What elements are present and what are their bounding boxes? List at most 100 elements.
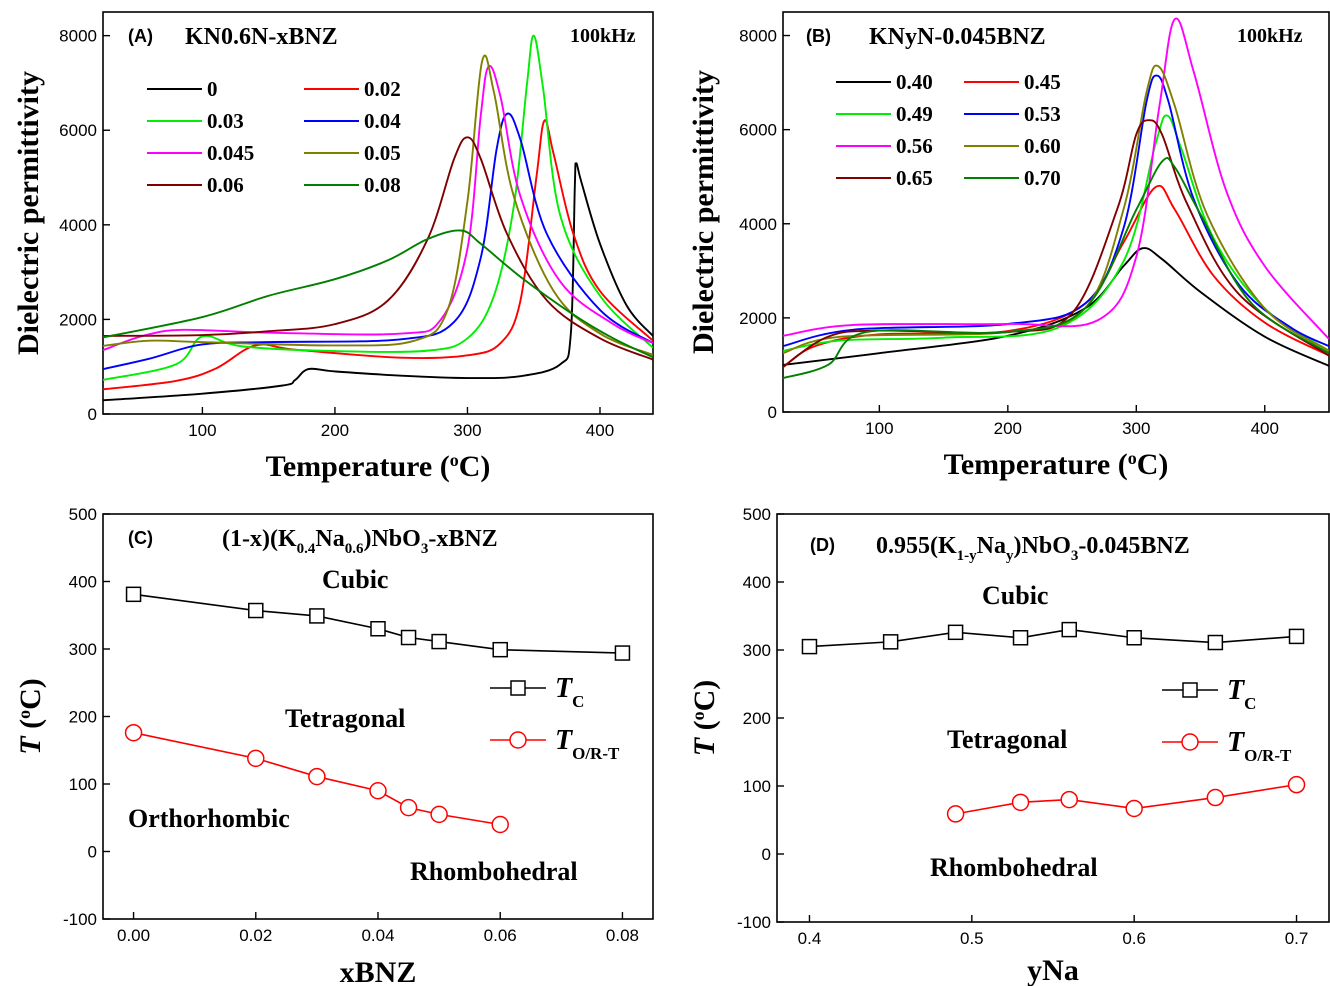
legend-label: 0 [207, 77, 218, 101]
legend-label: 0.45 [1024, 70, 1061, 94]
data-point-TC [125, 586, 142, 603]
panel-label: (D) [810, 535, 835, 555]
data-point-TC [1288, 628, 1305, 645]
legend-marker [509, 731, 527, 749]
y-tick-label: 8000 [739, 27, 777, 46]
y-axis-title: T (oC) [688, 680, 721, 756]
legend-label: 0.60 [1024, 134, 1061, 158]
data-point-TC [1061, 621, 1077, 638]
x-tick-label: 300 [1122, 419, 1150, 438]
chart-title: (1-x)(K0.4Na0.6)NbO3-xBNZ [222, 526, 498, 557]
legend-label: 0.40 [896, 70, 933, 94]
chart-title: KN0.6N-xBNZ [185, 24, 338, 50]
legend-label: 0.02 [364, 77, 401, 101]
phase-region-label: Tetragonal [947, 725, 1067, 754]
plot-frame [102, 11, 654, 415]
series-line-0.02 [103, 119, 653, 391]
legend-label: TO/R-T [1227, 727, 1292, 765]
series-line-0.40 [783, 247, 1329, 367]
y-axis-title: T (oC) [14, 678, 47, 754]
x-tick-label: 0.06 [484, 926, 517, 945]
y-tick-label: 8000 [59, 27, 97, 46]
data-point-TC [309, 608, 325, 624]
legend-label: 0.53 [1024, 102, 1061, 126]
y-tick-label: 200 [743, 709, 771, 728]
phase-region-label: Tetragonal [285, 704, 405, 733]
phase-region-label: Rhombohedral [410, 857, 578, 886]
frequency-annotation: 100kHz [570, 25, 636, 47]
legend-label: 0.70 [1024, 166, 1061, 190]
data-point-TO/R-T [491, 815, 509, 834]
series-line-0.53 [783, 74, 1329, 348]
y-tick-label: 500 [69, 505, 97, 524]
data-point-TC [1207, 634, 1224, 651]
data-point-TO/R-T [430, 805, 448, 824]
series-line-0.56 [783, 17, 1329, 340]
legend-label: 0.03 [207, 109, 244, 133]
y-tick-label: 500 [743, 505, 771, 524]
y-tick-label: 0 [768, 403, 777, 422]
series-line-TO/R-T [955, 783, 1297, 815]
x-axis-title: Temperature (oC) [266, 450, 491, 483]
data-point-TC [1126, 630, 1142, 646]
legend-label: TO/R-T [555, 725, 620, 763]
phase-region-label: Cubic [322, 565, 388, 594]
x-tick-label: 0.7 [1285, 929, 1309, 948]
data-point-TO/R-T [946, 805, 965, 823]
y-tick-label: 2000 [59, 310, 97, 329]
y-tick-label: 100 [69, 775, 97, 794]
series-line-0.05 [103, 54, 653, 356]
legend-label: TC [1227, 675, 1256, 713]
data-point-TC [614, 645, 631, 661]
legend-label: 0.65 [896, 166, 933, 190]
panel-label: (C) [128, 528, 153, 548]
chart-title: 0.955(K1-yNay)NbO3-0.045BNZ [876, 533, 1190, 564]
series-line-0.04 [103, 112, 653, 370]
legend-label: 0.06 [207, 173, 244, 197]
legend-marker [1182, 682, 1198, 698]
x-axis-title: yNa [1027, 954, 1079, 986]
y-tick-label: 4000 [59, 216, 97, 235]
data-point-TO/R-T [399, 798, 418, 817]
data-point-TC [882, 634, 899, 650]
series-line-0.60 [783, 64, 1329, 355]
legend-label: 0.04 [364, 109, 401, 133]
x-tick-label: 200 [994, 419, 1022, 438]
x-tick-label: 0.4 [798, 929, 822, 948]
x-tick-label: 300 [453, 421, 481, 440]
y-tick-label: 400 [743, 573, 771, 592]
x-tick-label: 200 [321, 421, 349, 440]
x-tick-label: 400 [1251, 419, 1279, 438]
chart-panel-d: 0.4 0.5 0.6 0.7 -100 0 100 200 300 400 500 TC TO/R-T… [688, 505, 1330, 986]
data-point-TC [370, 621, 386, 637]
legend-label: 0.08 [364, 173, 401, 197]
legend-label: 0.05 [364, 141, 401, 165]
chart-title: KNyN-0.045BNZ [869, 24, 1046, 50]
x-tick-label: 400 [586, 421, 614, 440]
phase-region-label: Cubic [982, 581, 1048, 610]
x-tick-label: 0.02 [239, 926, 272, 945]
panel-label: (A) [128, 26, 153, 46]
x-tick-label: 0.04 [361, 926, 394, 945]
data-point-TO/R-T [369, 782, 387, 800]
data-point-TO/R-T [1206, 788, 1225, 807]
y-tick-label: 4000 [739, 215, 777, 234]
data-point-TC [248, 602, 264, 619]
y-tick-label: 400 [69, 573, 97, 592]
legend-marker [1181, 733, 1199, 751]
x-tick-label: 0.00 [117, 926, 150, 945]
y-tick-label: 0 [88, 405, 97, 424]
legend-label: 0.49 [896, 102, 933, 126]
legend-marker [510, 680, 526, 696]
panel-label: (B) [806, 26, 831, 46]
x-tick-label: 100 [188, 421, 216, 440]
y-axis-title: Dielectric permittivity [12, 71, 45, 355]
y-tick-label: -100 [63, 910, 97, 929]
y-tick-label: 100 [743, 777, 771, 796]
x-axis-title: xBNZ [340, 956, 417, 986]
series-line-0.06 [103, 136, 653, 361]
legend-label: 0.045 [207, 141, 254, 165]
data-point-TO/R-T [308, 767, 326, 786]
